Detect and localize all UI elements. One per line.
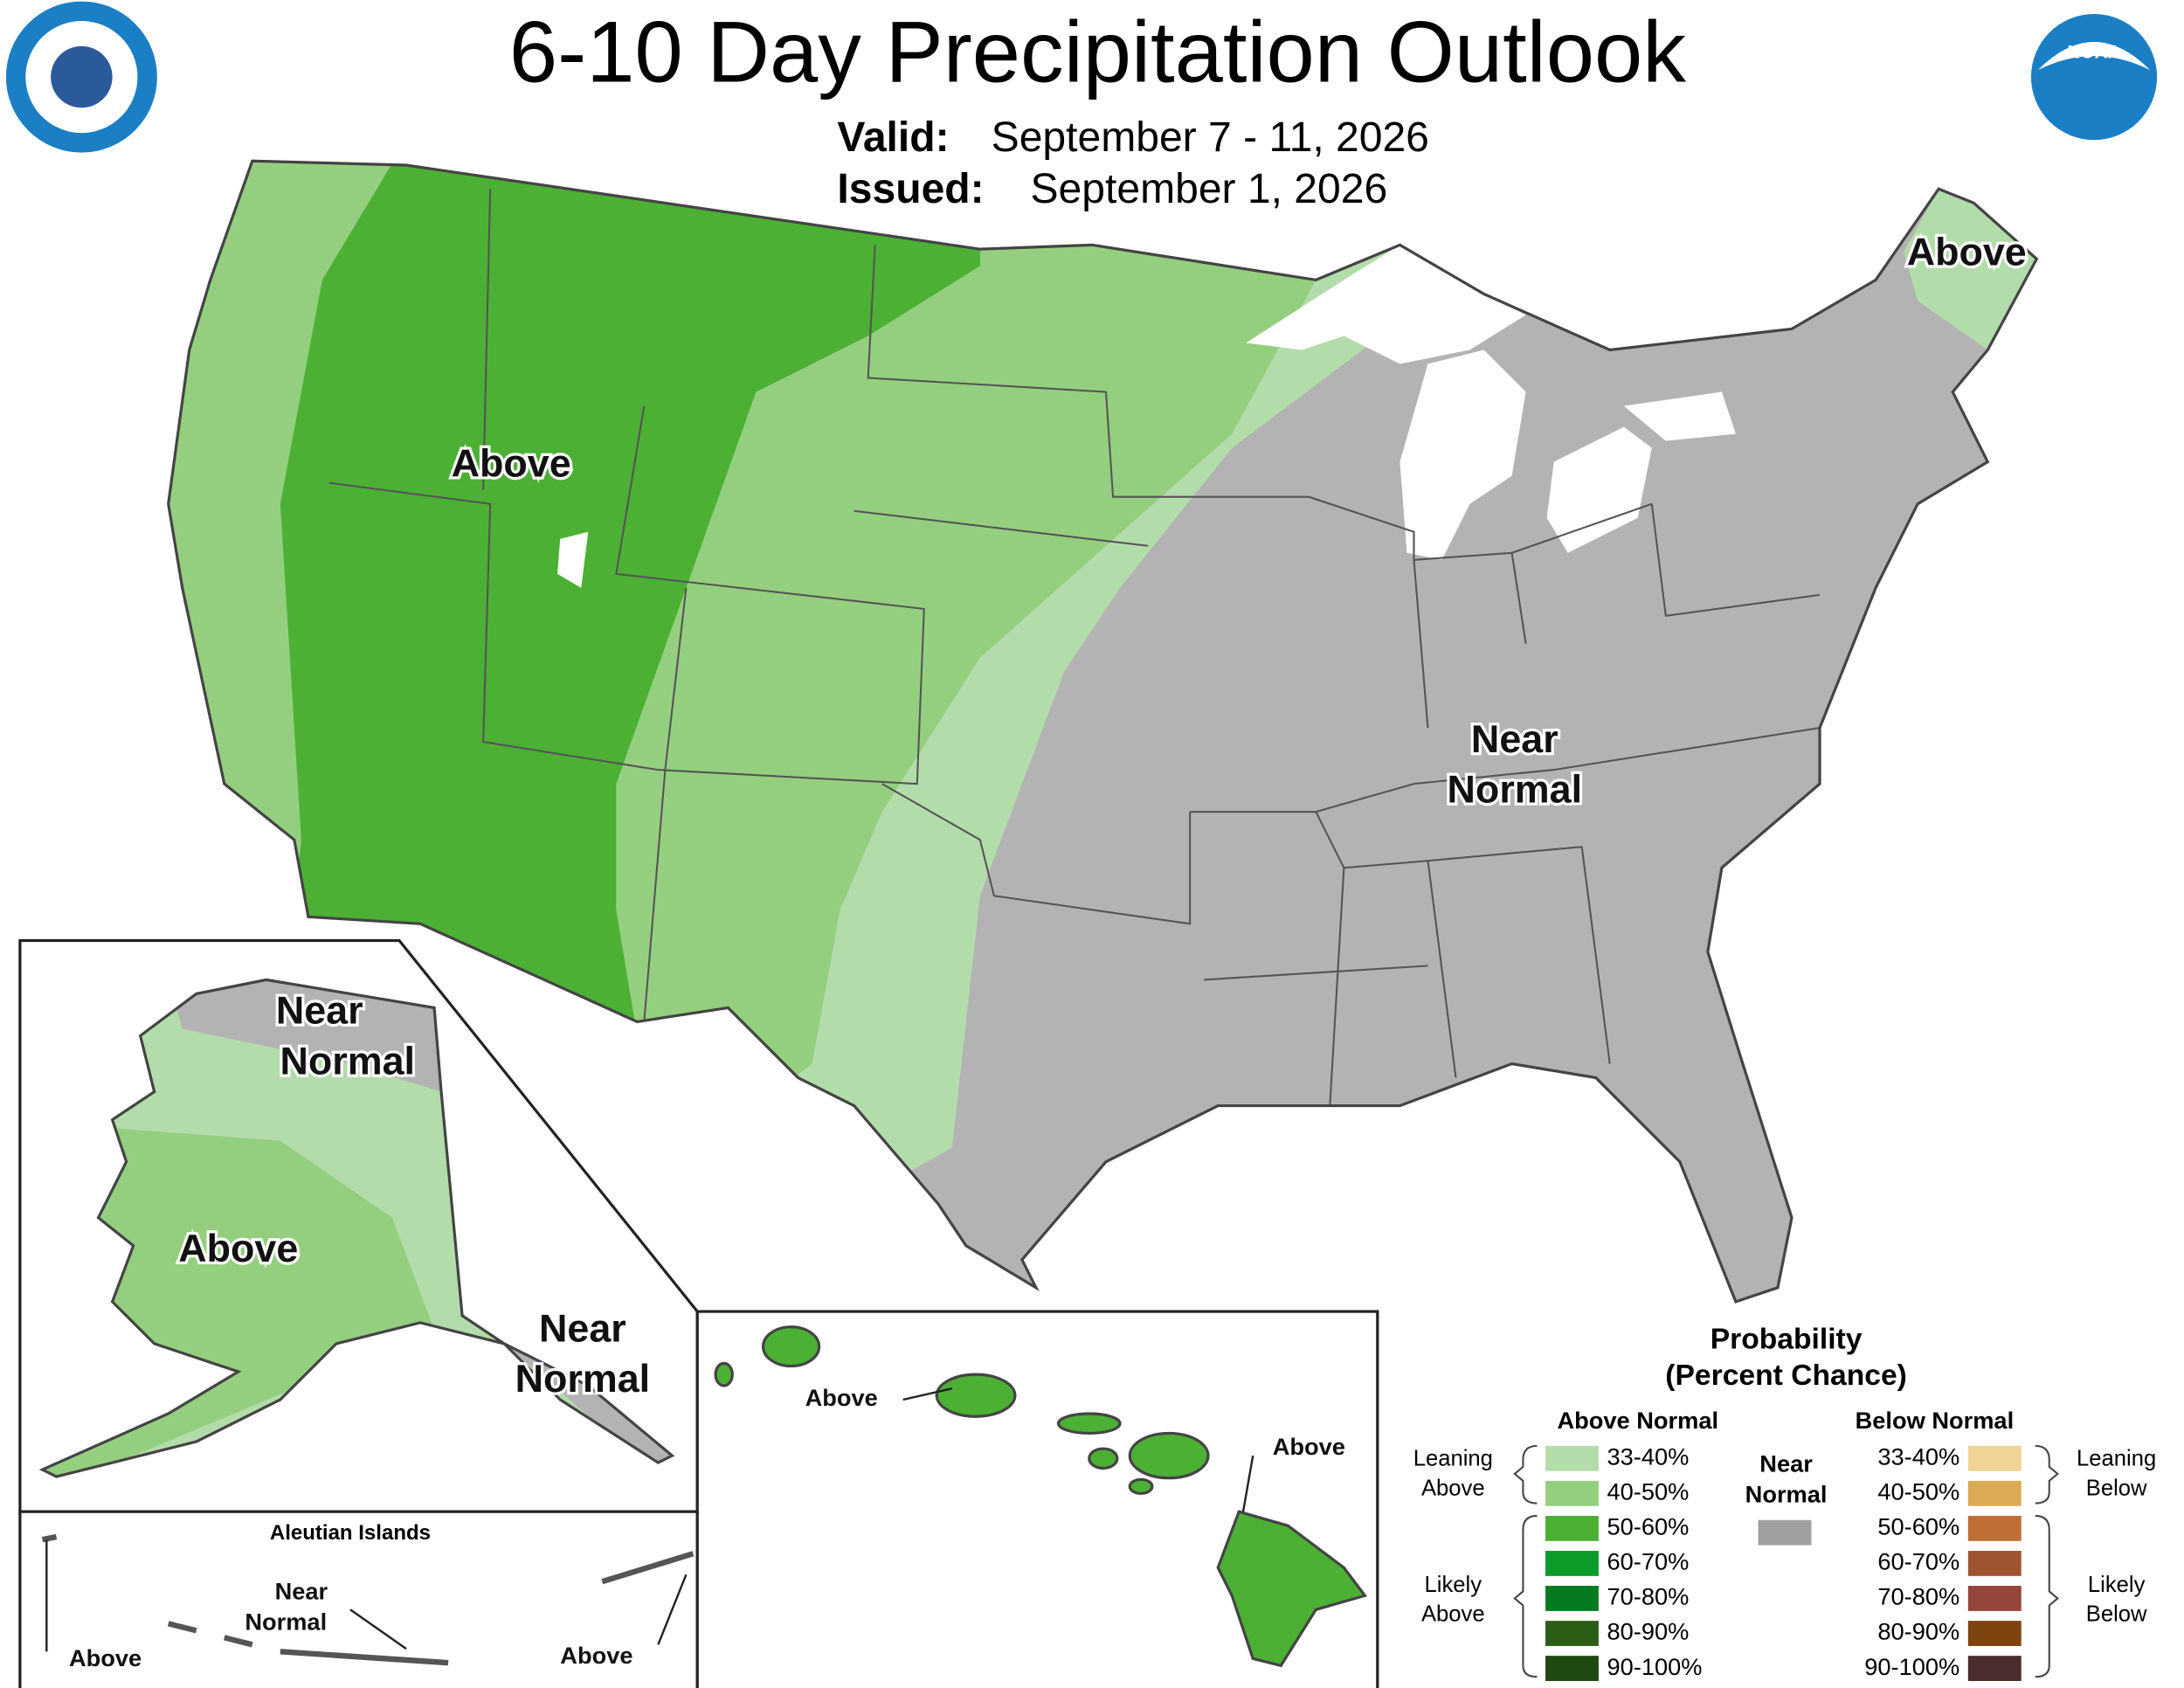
- region-label: Near: [539, 1305, 626, 1350]
- legend-range: 80-90%: [1877, 1618, 1959, 1645]
- legend-group: Likely: [2088, 1573, 2146, 1597]
- legend-range: 70-80%: [1607, 1583, 1690, 1610]
- legend-swatch: [1545, 1586, 1599, 1611]
- legend-swatch: [1545, 1621, 1599, 1646]
- hawaiian-islands: [714, 1325, 1368, 1668]
- region-label: Normal: [515, 1356, 651, 1401]
- valid-dates: September 7 - 11, 2026: [992, 114, 1429, 161]
- leader-lines: [45, 1539, 688, 1652]
- legend-group: Likely: [1425, 1573, 1482, 1597]
- region-label: Above: [1907, 229, 2027, 273]
- legend-group: Leaning: [2077, 1447, 2156, 1471]
- legend-title: (Percent Chance): [1665, 1359, 1907, 1392]
- legend-swatch: [1545, 1551, 1599, 1576]
- region-label: Above: [69, 1644, 142, 1671]
- legend-range: 70-80%: [1877, 1583, 1959, 1610]
- legend-range: 33-40%: [1607, 1442, 1690, 1470]
- legend-group: Above: [1421, 1602, 1485, 1626]
- noaa-logo-text: NOAA: [2067, 42, 2120, 62]
- legend-group: Below: [2086, 1602, 2147, 1626]
- legend-range: 90-100%: [1864, 1653, 1959, 1680]
- conus-outline: [167, 159, 2039, 1304]
- region-label: Above: [1273, 1433, 1345, 1460]
- issued-label: Issued:: [837, 166, 984, 212]
- region-label: Near: [1471, 716, 1559, 761]
- legend-swatch: [1967, 1445, 2022, 1471]
- legend-range: 60-70%: [1607, 1548, 1690, 1575]
- region-label: Normal: [280, 1038, 415, 1083]
- region-label: Above: [178, 1226, 298, 1270]
- legend-swatch: [1545, 1515, 1599, 1541]
- legend-swatch: [1967, 1621, 2022, 1646]
- legend-range: 33-40%: [1877, 1442, 1959, 1470]
- region-label: Above: [452, 440, 571, 485]
- legend-group: Above: [1421, 1476, 1485, 1500]
- legend-swatch: [1545, 1480, 1599, 1506]
- title: 6-10 Day Precipitation Outlook: [509, 4, 1686, 101]
- legend-range: 80-90%: [1607, 1618, 1690, 1645]
- region-label: Above: [805, 1384, 878, 1411]
- legend-swatch: [1967, 1515, 2022, 1541]
- region-label: Above: [560, 1642, 632, 1669]
- legend-header: Above Normal: [1558, 1407, 1719, 1434]
- legend-swatch: [1758, 1519, 1812, 1546]
- commerce-logo: [5, 1, 157, 153]
- issued-date: September 1, 2026: [1031, 166, 1388, 212]
- legend-range: 50-60%: [1607, 1513, 1690, 1540]
- legend-header: Normal: [1745, 1481, 1828, 1508]
- legend-swatch: [1545, 1656, 1599, 1681]
- legend-range: 50-60%: [1877, 1513, 1959, 1540]
- region-label: Normal: [1448, 767, 1583, 812]
- aleutian-islands: [41, 1533, 695, 1666]
- legend-swatch: [1967, 1586, 2022, 1611]
- legend-range: 90-100%: [1607, 1653, 1703, 1680]
- leader-lines: [902, 1387, 1254, 1512]
- legend-swatch: [1545, 1445, 1599, 1471]
- inset-title: Aleutian Islands: [270, 1521, 431, 1545]
- legend-range: 60-70%: [1877, 1548, 1959, 1575]
- legend-title: Probability: [1711, 1324, 1863, 1356]
- legend-braces: [1513, 1444, 2059, 1678]
- legend-header: Near: [1759, 1449, 1813, 1477]
- legend-swatch: [1967, 1656, 2022, 1681]
- region-label: Near: [275, 1577, 328, 1604]
- legend-range: 40-50%: [1607, 1478, 1690, 1505]
- alaska-outline: [38, 978, 675, 1478]
- legend-header: Below Normal: [1856, 1407, 2015, 1434]
- legend-swatch: [1967, 1551, 2022, 1576]
- region-label: Near: [276, 988, 363, 1033]
- valid-label: Valid:: [837, 114, 949, 161]
- region-label: Normal: [245, 1608, 327, 1635]
- legend-group: Below: [2086, 1476, 2147, 1500]
- legend-swatch: [1967, 1480, 2022, 1506]
- noaa-logo: NOAA: [2030, 14, 2158, 141]
- legend-group: Leaning: [1413, 1447, 1493, 1471]
- legend-range: 40-50%: [1877, 1478, 1959, 1505]
- legend: Probability (Percent Chance) Above Norma…: [1413, 1324, 2156, 1681]
